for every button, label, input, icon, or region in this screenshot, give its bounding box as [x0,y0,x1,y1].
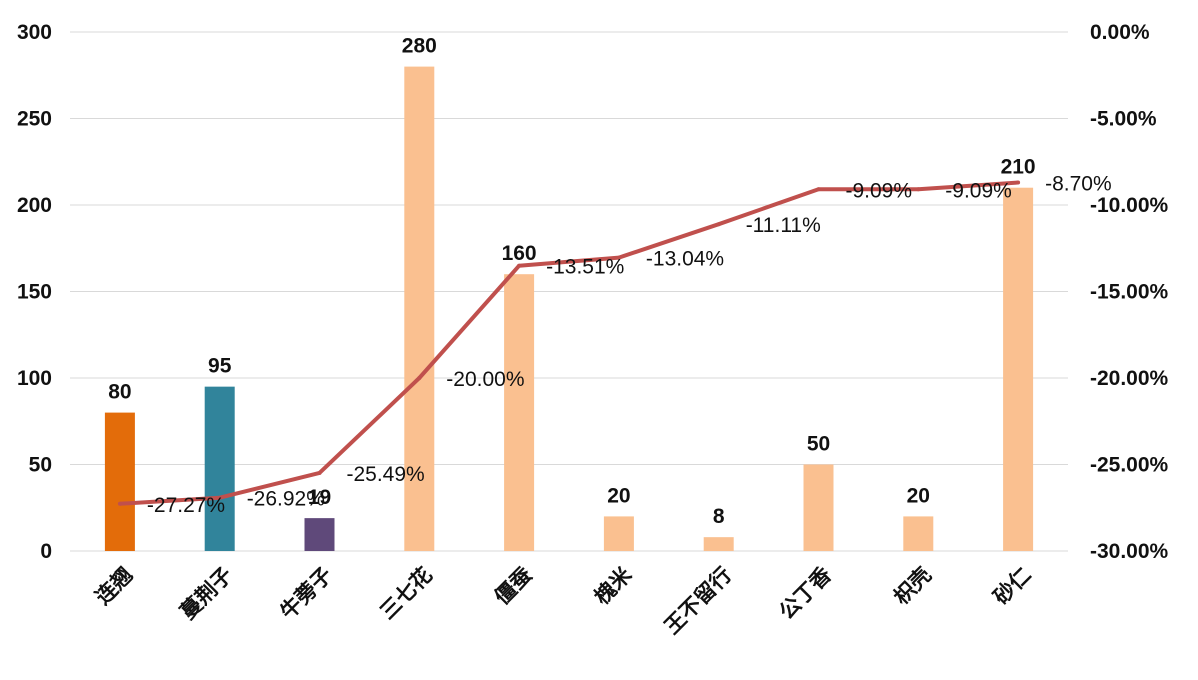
line-value-label: -26.92% [247,488,325,511]
gridlines [70,31,1068,552]
y2-tick-label: -15.00% [1090,281,1169,304]
bar-value-label: 20 [907,484,930,507]
line-series [117,180,1021,506]
y-tick-label: 100 [17,367,52,390]
x-category-label: 王不留行 [660,563,736,639]
bar-value-label: 160 [502,242,537,265]
line-value-label: -9.09% [945,179,1012,202]
y2-tick-label: 0.00% [1090,21,1150,44]
line-value-label: -27.27% [147,494,225,517]
line-value-label: -25.49% [347,463,425,486]
bar-value-label: 8 [713,505,725,528]
y-tick-label: 0 [40,540,52,563]
left-y-axis: 0 50 100 150 200 250 300 [17,21,52,563]
y2-tick-label: -25.00% [1090,454,1169,477]
bar [903,516,934,551]
line-point [517,263,522,268]
bar [204,386,235,551]
line-point [417,376,422,380]
y2-tick-label: -5.00% [1090,108,1157,131]
y-tick-label: 50 [29,454,52,477]
y-tick-label: 300 [17,21,52,44]
line-point [217,495,222,500]
line-value-label: -9.09% [846,179,913,202]
line-value-label: -20.00% [446,368,524,391]
line-value-labels: -27.27% -26.92% -25.49% -20.00% -13.51% -13.0… [147,173,1112,517]
bar [404,66,435,551]
bar-value-label: 80 [108,381,131,404]
bar-value-label: 20 [607,484,630,507]
bar [504,274,535,551]
line-value-label: -13.51% [546,256,624,279]
bar-value-label: 280 [402,35,437,58]
right-y-axis: -30.00% -25.00% -20.00% -15.00% -10.00% -5.00… [1090,21,1169,563]
y2-tick-label: -20.00% [1090,367,1169,390]
x-axis-category-labels: 连翘 蔓荆子 牛蒡子 三七花 僵蚕 槐米 王不留行 公丁香 枳壳 砂仁 [91,562,1036,639]
line-point [1016,180,1021,185]
x-category-label: 砂仁 [989,563,1036,610]
y-tick-label: 200 [17,194,52,217]
line-value-label: -8.70% [1045,173,1112,196]
line-path [119,180,1019,506]
bar-value-labels: 80 95 19 280 160 20 8 50 20 210 [108,35,1035,529]
x-category-label: 僵蚕 [490,562,537,609]
line-point [916,187,921,192]
bar [304,518,335,551]
line-point [816,187,821,192]
line-point [716,222,721,227]
x-category-label: 蔓荆子 [176,563,238,625]
bar-value-label: 210 [1001,156,1036,179]
line-value-label: -11.11% [746,214,821,237]
bar-value-label: 95 [208,355,232,378]
y2-tick-label: -30.00% [1090,540,1169,563]
bar [104,412,135,551]
x-category-label: 枳壳 [889,563,936,610]
bar [603,516,634,551]
line-point [616,255,621,260]
bar [1003,187,1034,551]
y-tick-label: 150 [17,281,52,304]
line-value-label: -13.04% [646,248,724,271]
x-category-label: 连翘 [91,563,138,610]
bar-series [104,66,1034,551]
line-point [117,501,122,506]
y2-tick-label: -10.00% [1090,194,1169,217]
line-point [317,470,322,475]
y-tick-label: 250 [17,108,52,131]
x-category-label: 三七花 [375,563,437,625]
x-category-label: 槐米 [589,562,637,610]
bar-value-label: 19 [308,486,331,509]
x-category-label: 公丁香 [775,562,837,624]
bar [803,464,834,551]
x-category-label: 牛蒡子 [276,563,338,625]
bar-value-label: 50 [807,433,830,456]
bar [703,537,734,551]
